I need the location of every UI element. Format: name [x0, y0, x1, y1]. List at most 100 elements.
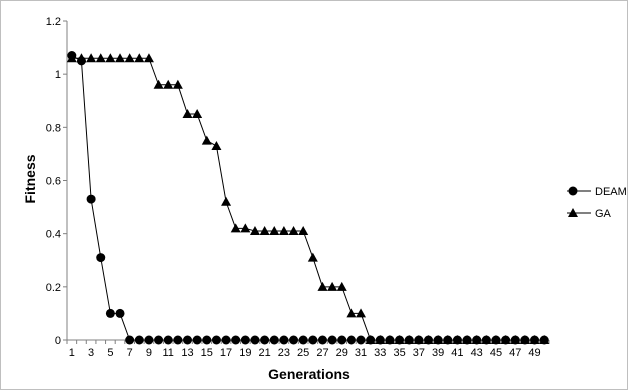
data-point-deam: [183, 335, 192, 345]
data-point-ga: [221, 196, 232, 206]
data-point-ga: [481, 335, 492, 344]
data-point-ga: [442, 335, 453, 344]
data-point-ga: [529, 335, 540, 344]
data-point-deam: [154, 335, 164, 345]
series-line-ga: [71, 57, 545, 341]
y-tick-label: 1.2: [46, 16, 61, 28]
data-point-deam: [346, 335, 356, 345]
data-point-deam: [96, 253, 106, 263]
y-tick-label: 0.8: [46, 122, 61, 134]
data-point-deam: [298, 335, 308, 345]
data-point-ga: [510, 335, 521, 344]
data-point-ga: [423, 335, 434, 344]
data-point-ga: [298, 226, 309, 236]
data-point-deam: [86, 194, 96, 204]
data-point-ga: [539, 335, 550, 344]
x-tick-label: 37: [413, 347, 425, 359]
data-point-deam: [163, 335, 173, 345]
x-tick-label: 13: [181, 347, 193, 359]
data-point-ga: [307, 252, 318, 262]
data-point-ga: [278, 226, 289, 236]
legend: DEAM GA: [567, 186, 627, 220]
legend-label: DEAM: [595, 186, 627, 198]
data-point-ga: [365, 335, 376, 344]
data-point-ga: [462, 335, 473, 344]
x-tick-label: 27: [316, 347, 328, 359]
y-tick-label: 0.6: [46, 176, 61, 188]
data-point-deam: [211, 335, 221, 345]
data-point-ga: [413, 335, 424, 344]
legend-item-deam: DEAM: [567, 186, 627, 198]
x-tick-label: 31: [355, 347, 367, 359]
data-point-ga: [394, 335, 405, 344]
data-point-deam: [269, 335, 279, 345]
series-line-deam: [71, 55, 545, 341]
data-point-deam: [260, 335, 270, 345]
data-point-ga: [143, 53, 154, 63]
series-layer: [66, 51, 550, 345]
data-point-deam: [327, 335, 337, 345]
data-point-ga: [163, 79, 174, 89]
data-point-deam: [337, 335, 347, 345]
y-tick-label: 1: [55, 69, 61, 81]
x-tick-label: 39: [432, 347, 444, 359]
data-point-ga: [105, 53, 116, 63]
data-point-ga: [124, 53, 135, 63]
data-point-ga: [230, 223, 241, 233]
data-point-deam: [125, 335, 135, 345]
x-tick-label: 7: [127, 347, 133, 359]
x-tick-label: 9: [146, 347, 152, 359]
x-tick-label: 15: [201, 347, 213, 359]
axes: 00.20.40.60.811.21 3 5 7 9 11 13 15 17 19 21 23 25 27…: [46, 16, 550, 359]
data-point-ga: [95, 53, 106, 63]
y-tick-label: 0.2: [46, 282, 61, 294]
data-point-ga: [259, 226, 270, 236]
x-axis-title: Generations: [268, 366, 350, 382]
x-tick-label: 11: [163, 347, 174, 359]
data-point-ga: [500, 335, 511, 344]
y-tick-label: 0.4: [46, 229, 61, 241]
x-tick-label: 21: [258, 347, 270, 359]
data-point-ga: [76, 53, 87, 63]
x-tick-label: 41: [451, 347, 463, 359]
data-point-deam: [134, 335, 144, 345]
x-tick-label: 25: [297, 347, 309, 359]
data-point-ga: [452, 335, 463, 344]
data-point-ga: [192, 109, 203, 119]
data-point-deam: [250, 335, 260, 345]
data-point-ga: [519, 335, 530, 344]
data-point-ga: [384, 335, 395, 344]
data-point-ga: [327, 281, 338, 291]
series-ga: [66, 53, 550, 344]
data-point-ga: [375, 335, 386, 344]
data-point-ga: [66, 53, 77, 63]
data-point-ga: [433, 335, 444, 344]
data-point-deam: [221, 335, 231, 345]
data-point-ga: [269, 226, 280, 236]
data-point-ga: [201, 135, 212, 145]
data-point-deam: [192, 335, 202, 345]
data-point-ga: [288, 226, 299, 236]
x-tick-label: 19: [239, 347, 251, 359]
data-point-deam: [115, 308, 125, 318]
data-point-deam: [231, 335, 241, 345]
data-point-deam: [144, 335, 154, 345]
data-point-deam: [317, 335, 327, 345]
data-point-ga: [211, 140, 222, 150]
x-tick-label: 47: [509, 347, 521, 359]
x-tick-label: 5: [107, 347, 113, 359]
data-point-ga: [490, 335, 501, 344]
data-point-ga: [346, 308, 357, 318]
data-point-deam: [356, 335, 366, 345]
data-point-ga: [182, 109, 193, 119]
x-tick-label: 35: [393, 347, 405, 359]
data-point-ga: [153, 79, 164, 89]
x-tick-label: 23: [278, 347, 290, 359]
data-point-ga: [86, 53, 97, 63]
data-point-ga: [172, 79, 183, 89]
data-point-deam: [289, 335, 299, 345]
x-tick-label: 1: [69, 347, 75, 359]
x-tick-label: 49: [528, 347, 540, 359]
